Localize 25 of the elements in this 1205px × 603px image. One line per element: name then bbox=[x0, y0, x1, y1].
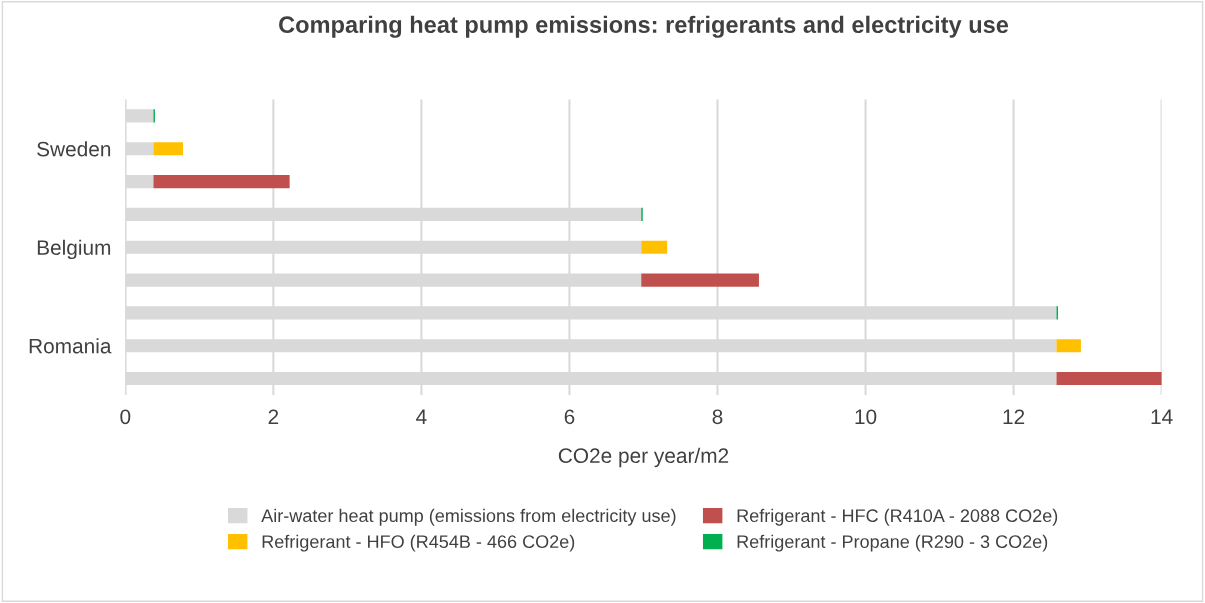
bar bbox=[1056, 339, 1081, 353]
x-axis-title: CO2e per year/m2 bbox=[558, 447, 729, 468]
bar bbox=[125, 109, 154, 123]
bar bbox=[641, 240, 668, 254]
legend-label: Refrigerant - HFO (R454B - 466 CO2e) bbox=[262, 534, 575, 552]
bar bbox=[641, 273, 759, 287]
x-tick-label: 10 bbox=[855, 409, 877, 425]
bar bbox=[153, 175, 290, 189]
chart-title: Comparing heat pump emissions: refrigerants and electricity use bbox=[279, 15, 1009, 38]
y-tick-label: Romania bbox=[29, 338, 112, 354]
x-tick-label: 0 bbox=[120, 409, 131, 425]
bar bbox=[125, 175, 154, 189]
x-tick-label: 14 bbox=[1151, 409, 1173, 424]
legend-label: Refrigerant - Propane (R290 - 3 CO2e) bbox=[737, 534, 1048, 552]
x-tick-label: 12 bbox=[1003, 409, 1025, 424]
x-tick-label: 8 bbox=[712, 409, 723, 425]
bar bbox=[153, 142, 184, 156]
y-tick-label: Sweden bbox=[37, 141, 111, 157]
y-tick-label: Belgium bbox=[37, 239, 111, 260]
legend-label: Air-water heat pump (emissions from electricity use) bbox=[261, 508, 676, 526]
legend-label: Refrigerant - HFC (R410A - 2088 CO2e) bbox=[737, 508, 1058, 526]
x-tick-label: 4 bbox=[416, 409, 427, 424]
x-tick-label: 2 bbox=[268, 409, 279, 424]
bar bbox=[125, 142, 154, 156]
x-tick-label: 6 bbox=[564, 409, 575, 425]
